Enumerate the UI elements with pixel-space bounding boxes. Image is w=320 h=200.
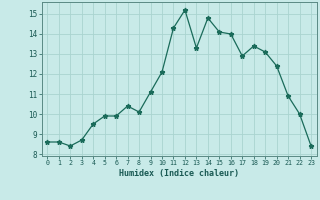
X-axis label: Humidex (Indice chaleur): Humidex (Indice chaleur) <box>119 169 239 178</box>
